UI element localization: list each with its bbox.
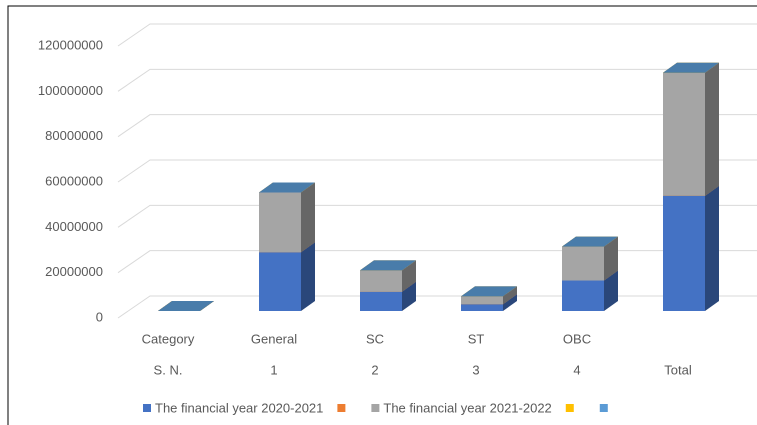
frame	[7, 5, 757, 425]
bar-side	[301, 182, 315, 253]
x-tick-label: SC	[366, 331, 384, 346]
legend-swatch	[337, 404, 346, 412]
legend-swatch	[371, 404, 380, 412]
legend-swatch	[565, 404, 574, 412]
legend-label: The financial year 2020-2021	[155, 400, 323, 415]
legend-label: The financial year 2021-2022	[383, 400, 551, 415]
bar-top	[663, 62, 719, 73]
bar-top	[158, 301, 214, 311]
bar	[562, 280, 604, 311]
bar-segment	[158, 301, 214, 311]
bar-segment	[663, 62, 719, 196]
bar-side	[402, 281, 416, 311]
bar-top	[259, 182, 315, 193]
x-group-label: 1	[270, 362, 277, 377]
bar-segment	[259, 182, 315, 193]
bar-segment	[461, 286, 517, 297]
bar-side	[604, 236, 618, 281]
bar	[259, 192, 301, 253]
x-group-label: 2	[371, 362, 378, 377]
bar-top	[461, 286, 517, 297]
legend-swatch	[143, 404, 151, 412]
x-group-label: S. N.	[154, 362, 183, 377]
bar-side	[503, 294, 517, 311]
grid-line	[117, 68, 757, 92]
bar-side	[604, 270, 618, 311]
bar-segment	[562, 236, 618, 247]
x-tick-label: ST	[468, 331, 485, 346]
bar	[360, 270, 402, 292]
y-tick-label: 80000000	[45, 128, 103, 143]
bar-side	[301, 242, 315, 311]
bar-side	[705, 62, 719, 196]
x-tick-label: General	[251, 331, 297, 346]
bar	[259, 252, 301, 311]
legend-swatch	[599, 404, 608, 412]
grid-line	[117, 114, 757, 138]
bar	[360, 291, 402, 311]
x-group-label: 4	[573, 362, 580, 377]
bar-segment	[360, 260, 416, 271]
y-tick-label: 40000000	[45, 219, 103, 234]
bar	[663, 195, 705, 311]
bar	[562, 246, 604, 281]
y-tick-label: 100000000	[38, 83, 103, 98]
grid-line	[117, 295, 757, 319]
y-tick-label: 120000000	[38, 37, 103, 52]
y-tick-label: 60000000	[45, 173, 103, 188]
grid-line	[117, 23, 757, 47]
bar-side	[402, 260, 416, 292]
bar-segment	[259, 242, 315, 311]
grid-line	[117, 204, 757, 228]
x-group-label: 3	[472, 362, 479, 377]
grid-line	[117, 250, 757, 274]
x-tick-label: Category	[142, 331, 195, 346]
bar-top	[360, 260, 416, 271]
bar-segment	[663, 62, 719, 73]
bar-side	[705, 185, 719, 311]
bar-segment	[259, 182, 315, 253]
x-tick-label: OBC	[563, 331, 591, 346]
bar-segment	[663, 185, 719, 311]
y-tick-label: 0	[96, 309, 103, 324]
bar	[663, 72, 705, 196]
y-tick-label: 20000000	[45, 264, 103, 279]
bar	[461, 304, 503, 311]
grid-line	[117, 159, 757, 183]
bar	[461, 296, 503, 305]
bar-side	[503, 286, 517, 305]
bar-top	[562, 236, 618, 247]
x-group-label: Total	[664, 362, 692, 377]
